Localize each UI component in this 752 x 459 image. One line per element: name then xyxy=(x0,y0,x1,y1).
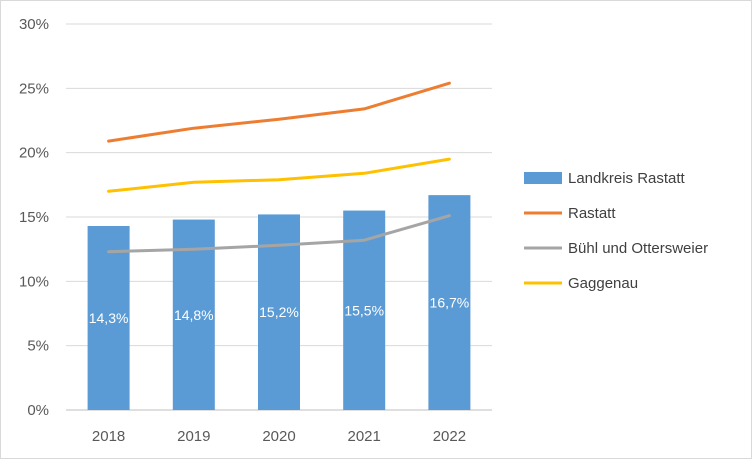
y-axis-ticks: 0% 5% 10% 15% 20% 25% 30% xyxy=(19,16,49,419)
line-series xyxy=(107,81,451,254)
line-rastatt xyxy=(107,81,451,143)
data-label: 16,7% xyxy=(430,295,470,311)
data-label: 15,2% xyxy=(259,304,299,320)
data-labels: 14,3% 14,8% 15,2% 15,5% 16,7% xyxy=(89,295,470,326)
legend-label: Bühl und Ottersweier xyxy=(568,240,708,257)
y-tick-label: 15% xyxy=(19,209,49,226)
x-tick-label: 2022 xyxy=(433,428,466,445)
x-tick-label: 2018 xyxy=(92,428,125,445)
legend: Landkreis Rastatt Rastatt Bühl und Ottersw… xyxy=(524,170,708,292)
legend-label: Rastatt xyxy=(568,205,616,222)
data-label: 15,5% xyxy=(344,302,384,318)
data-label: 14,3% xyxy=(89,310,129,326)
bar-series xyxy=(87,195,471,410)
y-tick-label: 0% xyxy=(27,402,49,419)
bar xyxy=(172,219,215,410)
bar xyxy=(87,226,130,410)
line-b-hl-und-ottersweier xyxy=(107,214,451,254)
data-label: 14,8% xyxy=(174,307,214,323)
y-tick-label: 20% xyxy=(19,145,49,162)
legend-label: Gaggenau xyxy=(568,275,638,292)
y-tick-label: 10% xyxy=(19,273,49,290)
y-tick-label: 25% xyxy=(19,80,49,97)
legend-swatch xyxy=(524,172,562,184)
bar xyxy=(343,210,386,410)
bar xyxy=(428,195,471,410)
x-tick-label: 2019 xyxy=(177,428,210,445)
y-tick-label: 5% xyxy=(27,338,49,355)
line-gaggenau xyxy=(107,157,451,193)
x-tick-label: 2021 xyxy=(348,428,381,445)
x-tick-label: 2020 xyxy=(262,428,295,445)
y-tick-label: 30% xyxy=(19,16,49,33)
x-axis-ticks: 2018 2019 2020 2021 2022 xyxy=(92,428,466,445)
legend-label: Landkreis Rastatt xyxy=(568,170,686,187)
